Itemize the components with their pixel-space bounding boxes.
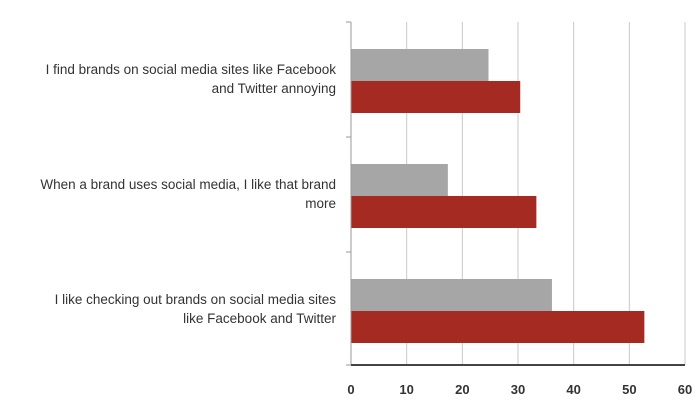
x-tick-label-60: 60 <box>678 382 692 397</box>
x-tick-label-50: 50 <box>622 382 636 397</box>
bar-gray-category-1 <box>351 49 489 81</box>
bar-gray-category-2 <box>351 164 448 196</box>
bar-red-category-3 <box>351 311 645 343</box>
category-label-1: I find brands on social media sites like… <box>46 62 337 96</box>
axes-layer <box>346 21 685 366</box>
x-tick-labels: 0 10 20 30 40 50 60 <box>347 382 692 397</box>
category-label-2: When a brand uses social media, I like t… <box>40 177 336 211</box>
category-label-3: I like checking out brands on social med… <box>55 292 337 326</box>
x-tick-label-20: 20 <box>455 382 469 397</box>
category-label-line: I find brands on social media sites like… <box>46 62 337 77</box>
x-tick-label-40: 40 <box>566 382 580 397</box>
category-label-line: I like checking out brands on social med… <box>55 292 337 307</box>
category-label-line: and Twitter annoying <box>212 81 336 96</box>
category-label-line: like Facebook and Twitter <box>183 311 336 326</box>
category-label-line: more <box>305 196 336 211</box>
x-tick-label-30: 30 <box>511 382 525 397</box>
x-tick-label-0: 0 <box>347 382 354 397</box>
bars-layer <box>351 49 645 343</box>
category-label-line: When a brand uses social media, I like t… <box>40 177 336 192</box>
bar-red-category-1 <box>351 81 521 113</box>
x-tick-label-10: 10 <box>399 382 413 397</box>
category-labels: I find brands on social media sites like… <box>40 62 336 326</box>
bar-red-category-2 <box>351 196 537 228</box>
bar-gray-category-3 <box>351 279 552 311</box>
